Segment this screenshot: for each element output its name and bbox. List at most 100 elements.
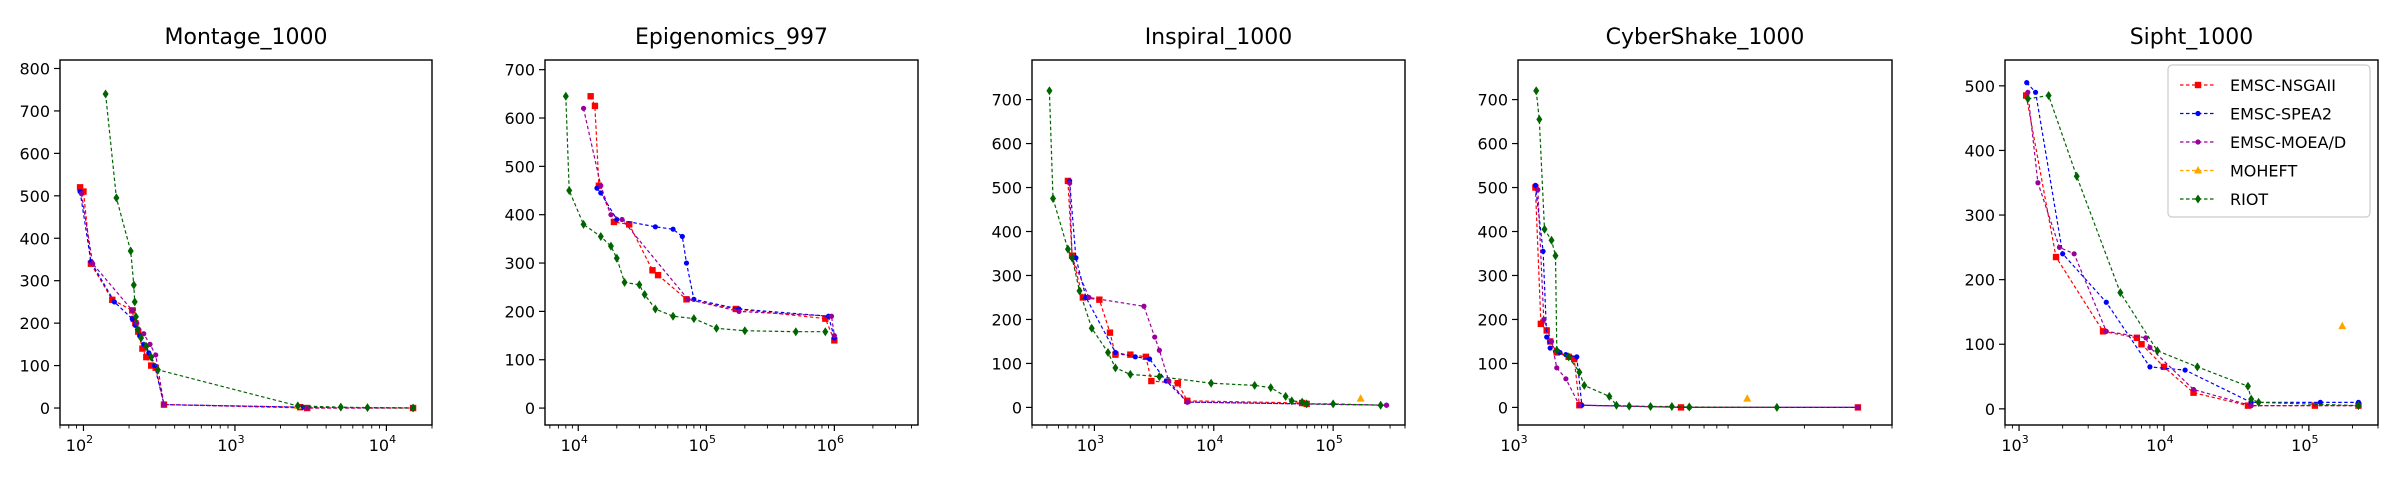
data-point — [670, 226, 676, 232]
data-point — [148, 352, 155, 362]
data-point — [2143, 335, 2149, 341]
data-point — [138, 333, 145, 343]
data-point — [1147, 356, 1153, 362]
data-point — [2147, 364, 2153, 370]
series-riot — [1046, 86, 1384, 410]
series-riot — [2024, 91, 2362, 411]
series-line — [79, 186, 414, 409]
data-point — [1537, 320, 1545, 328]
data-point — [1535, 187, 1541, 193]
data-point — [792, 327, 799, 337]
legend-item-riot: RIOT — [2180, 190, 2268, 209]
data-point — [1076, 286, 1083, 296]
data-point — [2244, 381, 2251, 391]
y-tick-label: 400 — [991, 223, 1022, 242]
series-moheft — [1356, 394, 1365, 402]
data-point — [1544, 334, 1550, 340]
series-line — [1048, 90, 1381, 406]
y-tick-label: 500 — [991, 179, 1022, 198]
y-tick-label: 0 — [1985, 400, 1995, 419]
data-point — [1532, 182, 1539, 188]
data-point — [1356, 394, 1365, 402]
y-tick-label: 600 — [504, 109, 535, 128]
data-point — [1156, 372, 1163, 382]
x-tick-label: 103 — [1077, 433, 1104, 455]
data-point — [2255, 397, 2262, 407]
data-point — [608, 212, 614, 218]
x-tick-label: 105 — [1315, 433, 1342, 455]
series-moheft — [2338, 321, 2347, 330]
data-point — [1067, 180, 1073, 186]
data-point — [1132, 354, 1138, 360]
y-tick-label: 600 — [19, 144, 50, 163]
data-point — [2190, 389, 2197, 396]
legend-marker — [2194, 166, 2202, 174]
series-emsc-nsgaii — [1532, 184, 1862, 411]
series-line — [105, 93, 414, 409]
data-point — [161, 402, 167, 408]
y-tick-label: 100 — [504, 351, 535, 370]
y-tick-label: 500 — [1964, 77, 1995, 96]
data-point — [587, 93, 594, 100]
data-point — [1581, 380, 1588, 390]
data-point — [2133, 334, 2141, 341]
subplot-montage-1000: Montage_1000 0 100 200 300 400 500 600 700 800 102… — [19, 25, 433, 455]
data-point — [2060, 251, 2066, 257]
series-line — [1535, 90, 1777, 408]
y-tick-label: 0 — [40, 399, 50, 418]
data-point — [1570, 355, 1578, 363]
data-point — [2160, 363, 2168, 371]
subplot-epigenomics-997: Epigenomics_997 0 100 200 300 400 500 600 700 104… — [504, 25, 919, 455]
data-point — [143, 353, 150, 361]
data-point — [1576, 367, 1583, 377]
data-point — [828, 313, 835, 319]
data-point — [1267, 383, 1274, 393]
y-tick-label: 100 — [1964, 335, 1995, 354]
legend-marker — [2195, 194, 2201, 204]
data-point — [1565, 352, 1572, 362]
data-point — [109, 296, 116, 303]
data-point — [2103, 299, 2109, 305]
series-emsc-spea2 — [1532, 182, 1861, 411]
series-emsc-moea-d — [1535, 187, 1861, 411]
series-emsc-nsgaii — [1064, 177, 1310, 408]
y-tick-label: 800 — [19, 59, 50, 78]
data-point — [580, 105, 587, 111]
data-point — [594, 185, 600, 191]
data-point — [1174, 380, 1182, 387]
data-point — [580, 219, 587, 229]
y-tick-label: 200 — [1964, 271, 1995, 290]
data-point — [649, 267, 656, 274]
data-point — [364, 403, 371, 413]
data-point — [111, 299, 117, 305]
data-point — [1743, 394, 1752, 402]
data-point — [1330, 399, 1337, 409]
data-point — [679, 233, 685, 240]
data-point — [683, 260, 690, 266]
data-point — [741, 326, 748, 336]
data-point — [1088, 323, 1095, 333]
y-tick-label: 200 — [991, 310, 1022, 329]
data-point — [610, 218, 618, 226]
data-point — [2024, 94, 2031, 104]
data-point — [1079, 294, 1087, 301]
data-point — [337, 402, 344, 412]
data-point — [2103, 328, 2109, 334]
data-point — [78, 191, 85, 197]
series-riot — [1533, 86, 1780, 412]
data-point — [134, 320, 140, 326]
legend-marker — [2195, 139, 2201, 145]
data-point — [822, 327, 829, 337]
data-point — [2024, 80, 2030, 86]
y-tick-label: 0 — [1012, 398, 1022, 417]
y-tick-label: 100 — [1477, 354, 1508, 373]
data-point — [690, 314, 697, 324]
series-line — [2027, 92, 2359, 407]
y-tick-label: 500 — [504, 157, 535, 176]
data-point — [2073, 171, 2080, 181]
data-point — [1553, 345, 1560, 355]
data-point — [129, 307, 135, 314]
data-point — [1141, 303, 1147, 309]
axes-frame — [1031, 59, 1406, 426]
data-point — [2025, 89, 2031, 95]
